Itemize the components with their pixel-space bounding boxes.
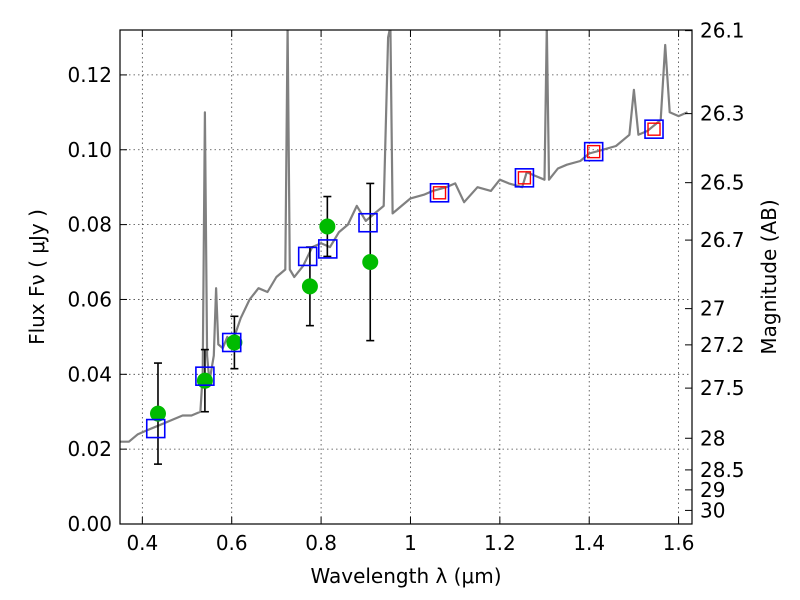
right-axis-label: Magnitude (AB) — [757, 199, 781, 354]
y-tick-label: 0.02 — [67, 437, 112, 461]
observed-point — [319, 218, 336, 235]
observed-point — [226, 334, 243, 351]
right-tick-label: 28 — [700, 426, 725, 450]
model-point — [514, 168, 535, 188]
x-tick-label: 1.4 — [573, 531, 605, 555]
y-tick-label: 0.10 — [67, 138, 112, 162]
x-tick-label: 0.6 — [216, 531, 248, 555]
y-axis-label: Flux Fν ( μJy ) — [25, 209, 49, 345]
right-tick-label: 28.5 — [700, 458, 745, 482]
right-tick-label: 26.3 — [700, 102, 745, 126]
x-tick-label: 0.8 — [305, 531, 337, 555]
model-point — [429, 182, 450, 203]
plot-background — [120, 30, 692, 524]
model-point — [145, 418, 166, 439]
model-point — [297, 246, 318, 267]
y-tick-label: 0.08 — [67, 213, 112, 237]
model-point-inner — [647, 122, 661, 136]
x-tick-label: 0.4 — [126, 531, 158, 555]
right-tick-label: 26.5 — [700, 171, 745, 195]
model-point — [221, 332, 242, 353]
observed-point — [149, 405, 166, 422]
x-tick-label: 1 — [404, 531, 417, 555]
observed-point — [362, 254, 379, 271]
right-tick-label: 27.5 — [700, 376, 745, 400]
model-point — [358, 212, 378, 233]
model-point-inner — [517, 171, 532, 185]
observed-point — [196, 372, 213, 389]
y-tick-label: 0.12 — [67, 63, 112, 87]
x-axis-label: Wavelength λ (μm) — [310, 564, 501, 588]
model-point — [195, 366, 215, 386]
y-tick-label: 0.04 — [67, 362, 112, 386]
model-point — [644, 119, 664, 139]
model-point-inner — [586, 144, 601, 159]
right-tick-label: 27 — [700, 297, 725, 321]
x-tick-label: 1.6 — [663, 531, 695, 555]
model-point-inner — [432, 186, 447, 200]
right-tick-label: 26.1 — [700, 19, 745, 43]
y-tick-label: 0.06 — [67, 287, 112, 311]
right-tick-label: 27.2 — [700, 333, 745, 357]
y-axis-ticks: 0.00 0.02 0.04 0.06 0.08 0.10 0.12 — [67, 63, 127, 536]
right-tick-label: 30 — [700, 498, 725, 522]
observed-point — [301, 278, 318, 295]
plot-frame — [119, 29, 693, 525]
x-tick-label: 1.2 — [484, 531, 516, 555]
model-point — [583, 141, 604, 162]
model-point — [317, 239, 338, 259]
right-tick-label: 29 — [700, 478, 725, 502]
y-tick-label: 0.00 — [67, 512, 112, 536]
model-points-layer — [145, 119, 664, 439]
right-tick-label: 26.7 — [700, 228, 745, 252]
x-axis-ticks: 0.4 0.6 0.8 1 1.2 1.4 1.6 — [126, 30, 695, 555]
